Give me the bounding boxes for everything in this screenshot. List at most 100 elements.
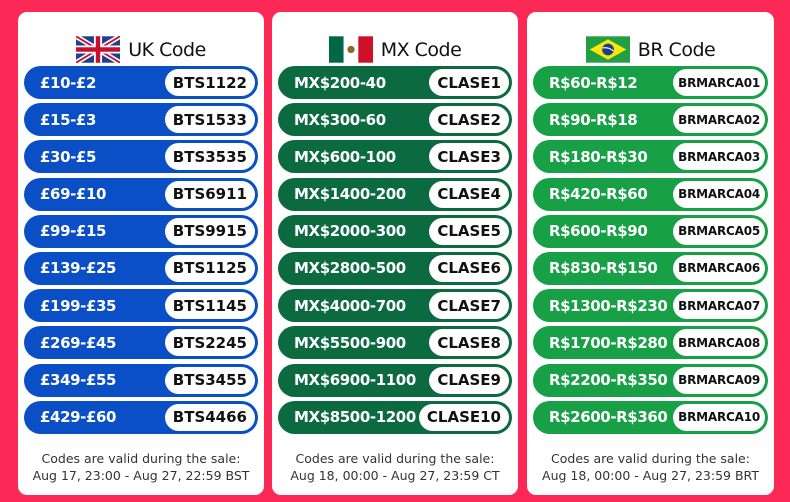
coupon-code[interactable]: BRMARCA09: [673, 366, 765, 394]
discount-amount: £99-£15: [40, 222, 107, 241]
coupon-code[interactable]: BRMARCA05: [673, 217, 765, 245]
coupon-row: £69-£10 BTS6911: [24, 177, 258, 211]
discount-amount: MX$200-40: [294, 73, 386, 92]
coupon-row: £15-£3 BTS1533: [24, 103, 258, 137]
discount-amount: £199-£35: [40, 296, 117, 315]
coupon-code[interactable]: CLASE5: [429, 217, 509, 245]
discount-amount: £10-£2: [40, 73, 97, 92]
coupon-row: £269-£45 BTS2245: [24, 326, 258, 360]
coupon-row: £139-£25 BTS1125: [24, 251, 258, 285]
discount-amount: R$1700-R$280: [549, 333, 668, 352]
coupon-row: £349-£55 BTS3455: [24, 363, 258, 397]
discount-amount: £429-£60: [40, 408, 117, 427]
coupon-code[interactable]: BRMARCA10: [673, 403, 765, 431]
coupon-row: R$830-R$150 BRMARCA06: [533, 251, 768, 285]
coupon-code[interactable]: CLASE9: [429, 366, 509, 394]
code-list: £10-£2 BTS1122 £15-£3 BTS1533 £30-£5 BTS3535 £…: [24, 66, 258, 438]
coupon-code[interactable]: CLASE8: [429, 329, 509, 357]
coupon-row: R$1300-R$230 BRMARCA07: [533, 289, 768, 323]
coupon-code[interactable]: BTS3535: [164, 143, 255, 171]
coupon-row: R$600-R$90 BRMARCA05: [533, 214, 768, 248]
coupon-row: MX$5500-900 CLASE8: [278, 326, 512, 360]
panel-header: BR Code: [527, 36, 774, 63]
mx-code-panel: MX Code MX$200-40 CLASE1 MX$300-60 CLASE2 MX…: [272, 12, 518, 495]
discount-amount: R$180-R$30: [549, 147, 648, 166]
coupon-code[interactable]: BRMARCA06: [673, 254, 765, 282]
coupon-row: £199-£35 BTS1145: [24, 289, 258, 323]
coupon-row: R$90-R$18 BRMARCA02: [533, 103, 768, 137]
mexico-flag-icon: [328, 36, 373, 63]
discount-amount: R$600-R$90: [549, 222, 648, 241]
coupon-row: MX$4000-700 CLASE7: [278, 289, 512, 323]
discount-amount: £349-£55: [40, 371, 117, 389]
coupon-code[interactable]: BRMARCA08: [673, 329, 765, 357]
discount-amount: MX$300-60: [294, 110, 386, 129]
discount-amount: MX$1400-200: [294, 185, 406, 204]
discount-amount: R$830-R$150: [549, 259, 658, 278]
discount-amount: MX$2000-300: [294, 222, 406, 241]
note-dates: Aug 17, 23:00 - Aug 27, 22:59 BST: [32, 468, 250, 483]
coupon-code[interactable]: BRMARCA03: [673, 143, 765, 171]
coupon-code[interactable]: BTS4466: [164, 403, 255, 431]
discount-amount: R$60-R$12: [549, 73, 638, 92]
coupon-code[interactable]: BTS6911: [164, 180, 255, 208]
panel-header: UK Code: [18, 36, 264, 63]
coupon-code[interactable]: CLASE7: [429, 292, 509, 320]
coupon-code[interactable]: BTS3455: [164, 366, 255, 394]
validity-note: Codes are valid during the sale: Aug 18, …: [272, 450, 518, 484]
discount-amount: MX$8500-1200: [294, 408, 416, 427]
discount-amount: MX$5500-900: [294, 333, 406, 352]
coupon-row: £429-£60 BTS4466: [24, 400, 258, 434]
validity-note: Codes are valid during the sale: Aug 17, …: [18, 450, 264, 484]
panel-title: UK Code: [128, 38, 206, 61]
coupon-row: MX$600-100 CLASE3: [278, 140, 512, 174]
discount-amount: R$2600-R$360: [549, 408, 668, 427]
coupon-code[interactable]: BRMARCA04: [673, 180, 765, 208]
coupon-row: MX$8500-1200 CLASE10: [278, 400, 512, 434]
brazil-flag-icon: [585, 36, 630, 63]
coupon-code[interactable]: CLASE10: [418, 403, 509, 431]
panel-title: BR Code: [637, 38, 716, 61]
coupon-code[interactable]: BTS1122: [164, 69, 255, 96]
coupon-row: R$2200-R$350 BRMARCA09: [533, 363, 768, 397]
uk-code-panel: UK Code £10-£2 BTS1122 £15-£3 BTS1533 £30-£5…: [18, 12, 264, 495]
discount-amount: £69-£10: [40, 185, 107, 204]
coupon-code[interactable]: BTS9915: [164, 217, 255, 245]
code-list: R$60-R$12 BRMARCA01 R$90-R$18 BRMARCA02 R$18…: [533, 66, 768, 438]
coupon-row: R$60-R$12 BRMARCA01: [533, 66, 768, 99]
coupon-code[interactable]: CLASE6: [429, 254, 509, 282]
coupon-code[interactable]: BRMARCA02: [673, 106, 765, 134]
note-dates: Aug 18, 00:00 - Aug 27, 23:59 BRT: [542, 468, 759, 483]
coupon-code[interactable]: CLASE1: [429, 69, 509, 96]
coupon-row: MX$200-40 CLASE1: [278, 66, 512, 99]
coupon-code[interactable]: CLASE3: [429, 143, 509, 171]
coupon-code[interactable]: BRMARCA07: [673, 292, 765, 320]
discount-amount: R$90-R$18: [549, 110, 638, 129]
coupon-code[interactable]: CLASE2: [429, 106, 509, 134]
discount-amount: £269-£45: [40, 333, 117, 352]
coupon-row: MX$1400-200 CLASE4: [278, 177, 512, 211]
validity-note: Codes are valid during the sale: Aug 18, …: [527, 450, 774, 484]
coupon-code[interactable]: BTS1125: [164, 254, 255, 282]
discount-amount: £139-£25: [40, 259, 117, 278]
discount-amount: £15-£3: [40, 110, 97, 129]
discount-amount: MX$2800-500: [294, 259, 406, 278]
coupon-row: £30-£5 BTS3535: [24, 140, 258, 174]
coupon-row: £99-£15 BTS9915: [24, 214, 258, 248]
coupon-code[interactable]: BTS1145: [164, 292, 255, 320]
coupon-row: MX$2000-300 CLASE5: [278, 214, 512, 248]
coupon-code[interactable]: BTS1533: [164, 106, 255, 134]
discount-amount: R$420-R$60: [549, 185, 648, 204]
discount-amount: MX$6900-1100: [294, 371, 416, 389]
coupon-row: £10-£2 BTS1122: [24, 66, 258, 99]
uk-flag-icon: [76, 36, 121, 63]
discount-amount: £30-£5: [40, 147, 97, 166]
discount-amount: MX$4000-700: [294, 296, 406, 315]
coupon-code[interactable]: BRMARCA01: [673, 69, 765, 96]
br-code-panel: BR Code R$60-R$12 BRMARCA01 R$90-R$18 BRMAR…: [527, 12, 774, 495]
note-line: Codes are valid during the sale:: [551, 451, 750, 466]
coupon-code[interactable]: CLASE4: [429, 180, 509, 208]
panel-header: MX Code: [272, 36, 518, 63]
note-line: Codes are valid during the sale:: [295, 451, 495, 466]
coupon-code[interactable]: BTS2245: [164, 329, 255, 357]
